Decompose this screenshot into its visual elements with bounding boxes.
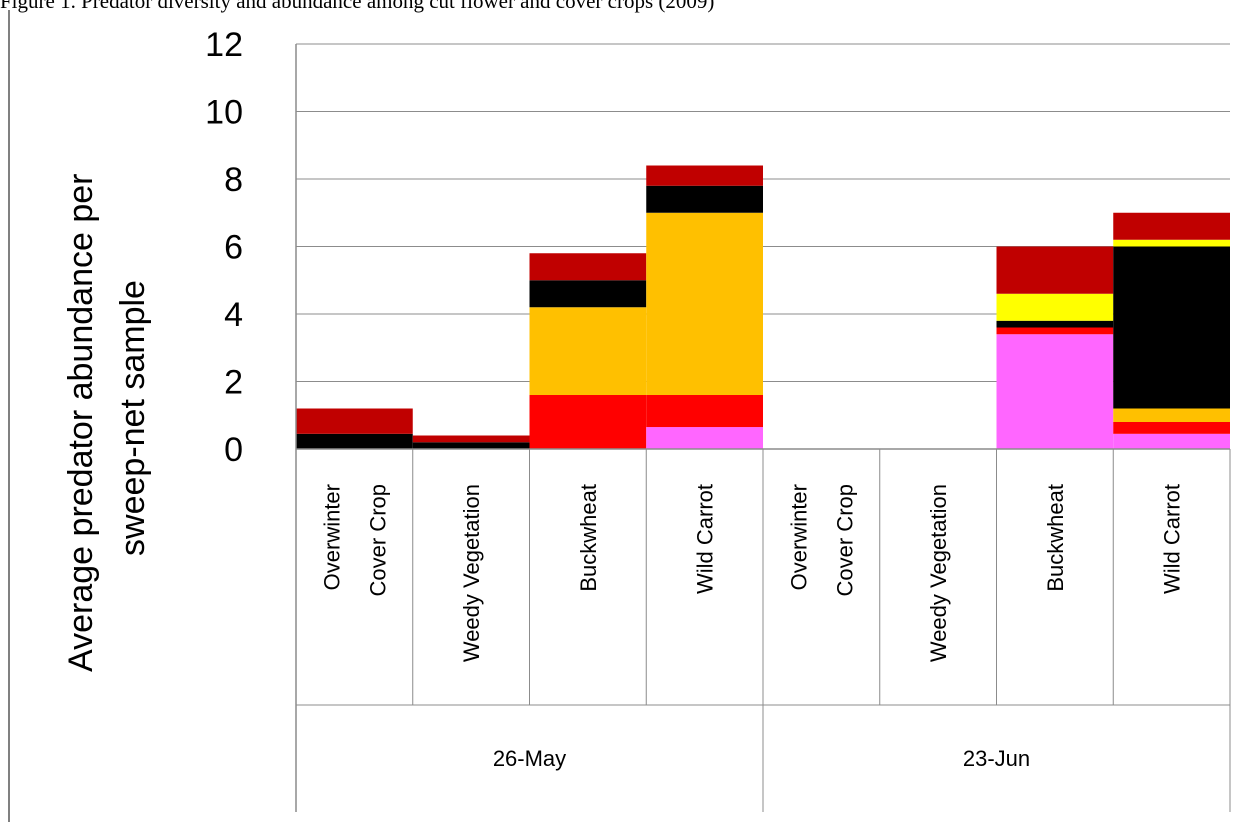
bar-segment: [529, 253, 647, 281]
category-label: Cover Crop: [365, 484, 390, 596]
bar-segment: [996, 327, 1114, 335]
bar-segment: [1113, 422, 1230, 434]
bar-segment: [646, 165, 763, 186]
bar-segment: [996, 320, 1114, 328]
bar-segment: [996, 293, 1114, 321]
bar-segment: [529, 395, 647, 449]
y-tick-label: 4: [224, 296, 243, 334]
category-label: Cover Crop: [832, 484, 857, 596]
bar-segment: [1113, 408, 1230, 422]
bar-segment: [1113, 212, 1230, 240]
category-label: Overwinter: [319, 484, 344, 590]
bar-segment: [529, 280, 647, 308]
bar-segment: [296, 433, 413, 449]
y-axis-label-line: Average predator abundance per: [62, 174, 100, 672]
bar-segment: [1113, 246, 1230, 409]
category-label: Buckwheat: [1043, 484, 1068, 592]
category-label: Overwinter: [786, 484, 811, 590]
bar-segment: [646, 185, 763, 213]
category-label: Wild Carrot: [1160, 484, 1185, 594]
bar-segment: [996, 246, 1114, 294]
group-labels: 26-May 23-Jun: [493, 746, 1030, 771]
category-label: Weedy Vegetation: [459, 484, 484, 662]
y-axis-label-line: sweep-net sample: [114, 280, 152, 556]
axes: [295, 44, 1231, 812]
bar-segment: [646, 427, 763, 449]
y-tick-label: 10: [205, 94, 243, 132]
group-label: 23-Jun: [963, 746, 1030, 771]
y-tick-labels: 0 2 4 6 8 10 12: [205, 26, 243, 469]
bar-segment: [529, 307, 647, 395]
y-tick-label: 0: [224, 431, 243, 469]
y-tick-label: 12: [205, 26, 243, 64]
y-axis-label: Average predator abundance per sweep-net…: [62, 164, 152, 672]
bar-segment: [1113, 239, 1230, 247]
figure-caption: Figure 1. Predator diversity and abundan…: [0, 0, 715, 13]
y-tick-label: 2: [224, 364, 243, 402]
bars: [296, 165, 1230, 449]
y-tick-label: 8: [224, 161, 243, 199]
bar-segment: [1113, 433, 1230, 449]
category-label: Wild Carrot: [693, 484, 718, 594]
bar-segment: [412, 435, 530, 443]
group-label: 26-May: [493, 746, 566, 771]
category-label: Weedy Vegetation: [926, 484, 951, 662]
bar-segment: [296, 408, 413, 434]
bar-segment: [646, 395, 763, 428]
bar-segment: [412, 442, 530, 449]
bar-segment: [996, 334, 1114, 449]
bar-segment: [646, 212, 763, 395]
category-labels: Overwinter Cover Crop Weedy Vegetation Buck…: [319, 484, 1184, 662]
category-label: Buckwheat: [576, 484, 601, 592]
y-tick-label: 6: [224, 229, 243, 267]
